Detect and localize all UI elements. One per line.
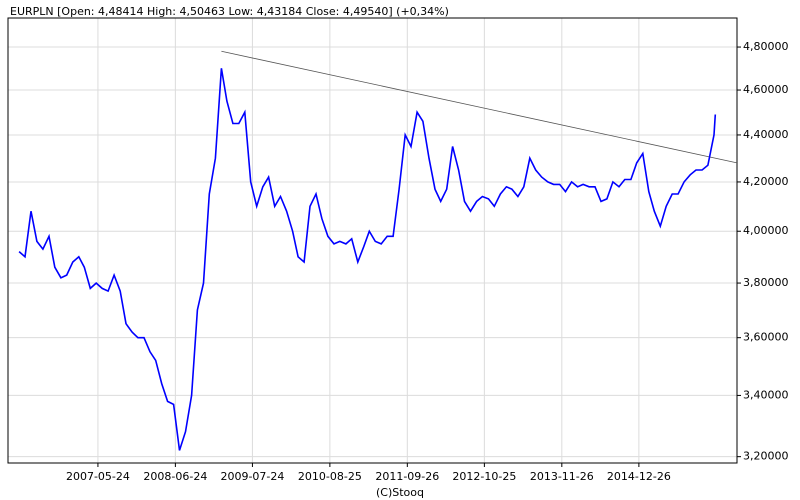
y-tick-label: 3,20000 xyxy=(743,450,789,463)
y-tick-label: 4,20000 xyxy=(743,175,789,188)
y-tick-label: 4,00000 xyxy=(743,224,789,237)
x-tick-label: 2011-09-26 xyxy=(375,470,439,483)
y-tick-label: 4,60000 xyxy=(743,83,789,96)
y-tick-label: 3,60000 xyxy=(743,331,789,344)
copyright: (C)Stooq xyxy=(376,486,424,499)
x-tick-label: 2014-12-26 xyxy=(607,470,671,483)
x-tick-label: 2009-07-24 xyxy=(220,470,284,483)
y-tick-label: 3,40000 xyxy=(743,388,789,401)
x-tick-label: 2007-05-24 xyxy=(66,470,130,483)
x-tick-label: 2013-11-26 xyxy=(530,470,594,483)
y-tick-label: 4,40000 xyxy=(743,128,789,141)
x-tick-label: 2008-06-24 xyxy=(143,470,207,483)
y-tick-label: 4,80000 xyxy=(743,40,789,53)
trendline xyxy=(221,50,738,164)
y-tick-label: 3,80000 xyxy=(743,276,789,289)
x-tick-label: 2010-08-25 xyxy=(298,470,362,483)
x-tick-label: 2012-10-25 xyxy=(452,470,516,483)
chart-title: EURPLN [Open: 4,48414 High: 4,50463 Low:… xyxy=(10,5,449,18)
price-line xyxy=(18,68,717,451)
plot-frame xyxy=(7,17,738,464)
